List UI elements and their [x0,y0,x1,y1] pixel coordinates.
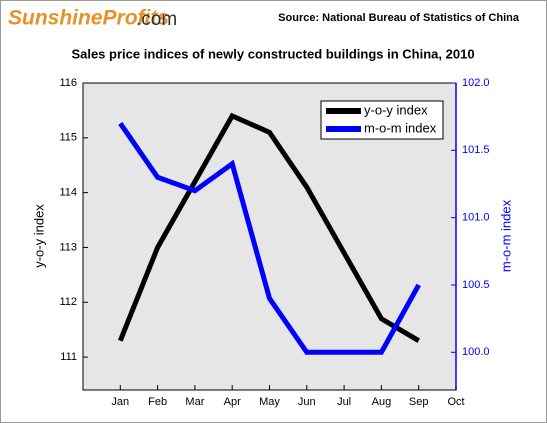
x-tick-label: Aug [372,396,392,408]
y2-tick-label: 101.5 [462,144,490,156]
y2-axis-label: m-o-m index [498,199,513,272]
y2-tick-label: 102.0 [462,77,490,89]
y-tick-label: 113 [59,241,77,253]
x-tick-label: May [259,396,280,408]
x-tick-label: Sep [409,396,429,408]
chart-title: Sales price indices of newly constructed… [71,46,474,61]
x-tick-label: Jul [337,396,351,408]
y-tick-label: 114 [59,187,77,199]
y-axis-label: y-o-y index [31,204,46,268]
y2-tick-label: 101.0 [462,212,490,224]
y-tick-label: 115 [59,132,77,144]
x-tick-label: Oct [447,396,464,408]
y2-tick-label: 100.0 [462,346,490,358]
y-tick-label: 116 [59,77,77,89]
source: Source: National Bureau of Statistics of… [278,12,520,24]
legend-label: y-o-y index [364,102,428,117]
y-tick-label: 111 [60,351,77,363]
x-tick-label: Mar [185,396,204,408]
line-series [118,121,421,355]
legend-label: m-o-m index [364,120,437,135]
x-tick-label: Jun [298,396,316,408]
x-tick-label: Apr [224,396,241,408]
logo-brand: SunshineProfits [8,7,169,30]
legend-box [320,100,444,140]
logo-domain: .com [136,9,177,30]
x-tick-label: Jan [111,396,129,408]
y-tick-label: 112 [59,296,77,308]
line-series [117,112,420,343]
y2-tick-label: 100.5 [462,279,490,291]
x-tick-label: Feb [148,396,167,408]
